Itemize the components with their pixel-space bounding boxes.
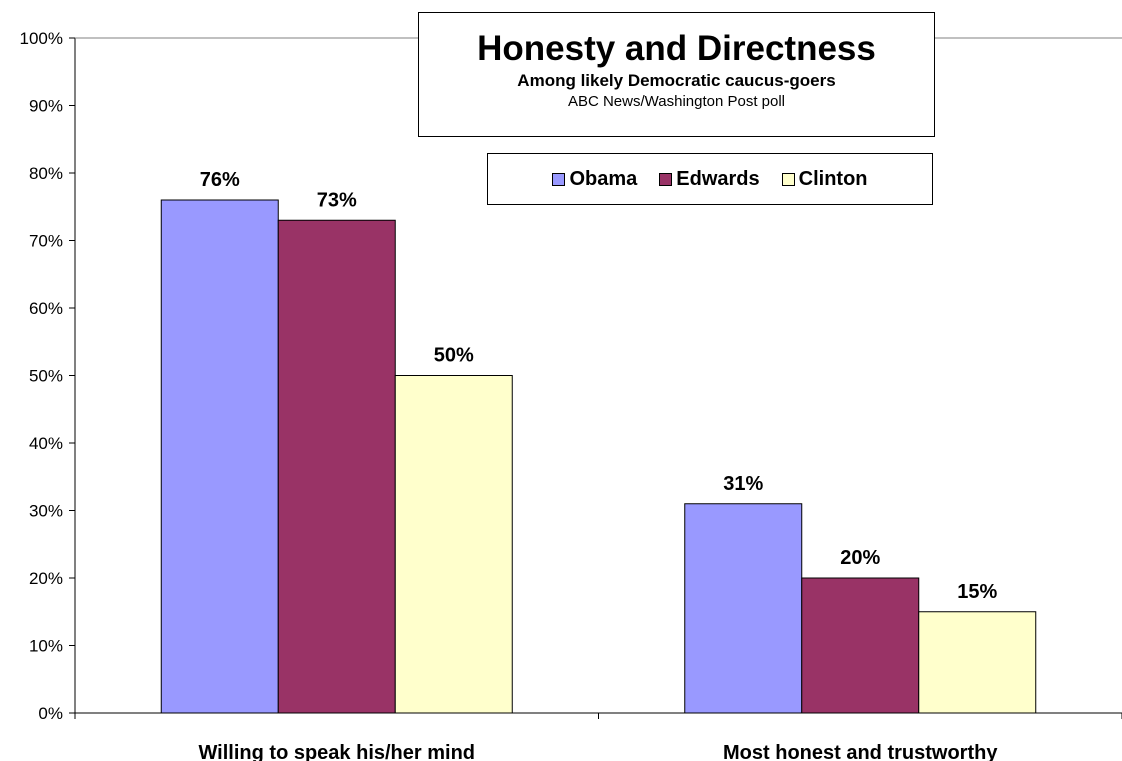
data-labels: 76% 73% 50% 31% 20% 15%	[200, 169, 998, 603]
bar-edwards-0	[277, 219, 396, 714]
bar-clinton-1	[918, 611, 1037, 714]
bars	[160, 199, 1037, 714]
legend-swatch-clinton	[781, 172, 795, 186]
legend-swatch-obama	[552, 172, 566, 186]
chart-source-note: ABC News/Washington Post poll	[567, 93, 786, 110]
legend-item-clinton: Clinton	[781, 167, 868, 191]
bar-edwards-1	[801, 577, 920, 714]
data-label: 20%	[840, 547, 880, 569]
legend-label-clinton: Clinton	[798, 167, 868, 190]
y-tick-label: 30%	[29, 502, 63, 521]
legend-item-obama: Obama	[552, 168, 637, 191]
bar-clinton-0	[394, 375, 513, 714]
y-tick-label: 20%	[29, 569, 63, 588]
legend: Obama Edwards Clinton	[487, 153, 933, 205]
data-label: 76%	[200, 169, 240, 191]
y-tick-label: 50%	[29, 367, 63, 386]
legend-swatch-edwards	[659, 172, 673, 186]
y-tick-label: 10%	[29, 637, 63, 656]
data-label: 50%	[434, 345, 474, 367]
y-tick-label: 60%	[29, 299, 63, 318]
axes: 0% 10% 20% 30% 40% 50% 60% 70% 80% 90% 100% Willing…	[20, 29, 1122, 761]
chart-title: Honesty and Directness	[477, 29, 876, 68]
legend-label-edwards: Edwards	[676, 167, 760, 190]
bar-obama-1	[684, 503, 803, 714]
legend-item-edwards: Edwards	[659, 167, 760, 191]
y-tick-label: 80%	[29, 164, 63, 183]
bar-obama-0	[160, 199, 279, 714]
x-category-label: Willing to speak his/her mind	[198, 742, 475, 761]
y-tick-label: 100%	[20, 29, 63, 48]
y-tick-label: 90%	[29, 97, 63, 116]
chart-subtitle: Among likely Democratic caucus-goers	[517, 71, 836, 90]
data-label: 15%	[957, 581, 997, 603]
data-label: 31%	[723, 473, 763, 495]
title-box: Honesty and Directness Among likely Demo…	[418, 12, 935, 137]
data-label: 73%	[317, 189, 357, 211]
y-tick-label: 40%	[29, 434, 63, 453]
y-tick-label: 70%	[29, 232, 63, 251]
y-tick-label: 0%	[38, 704, 63, 723]
x-category-label: Most honest and trustworthy	[723, 742, 998, 761]
legend-label-obama: Obama	[569, 167, 638, 190]
